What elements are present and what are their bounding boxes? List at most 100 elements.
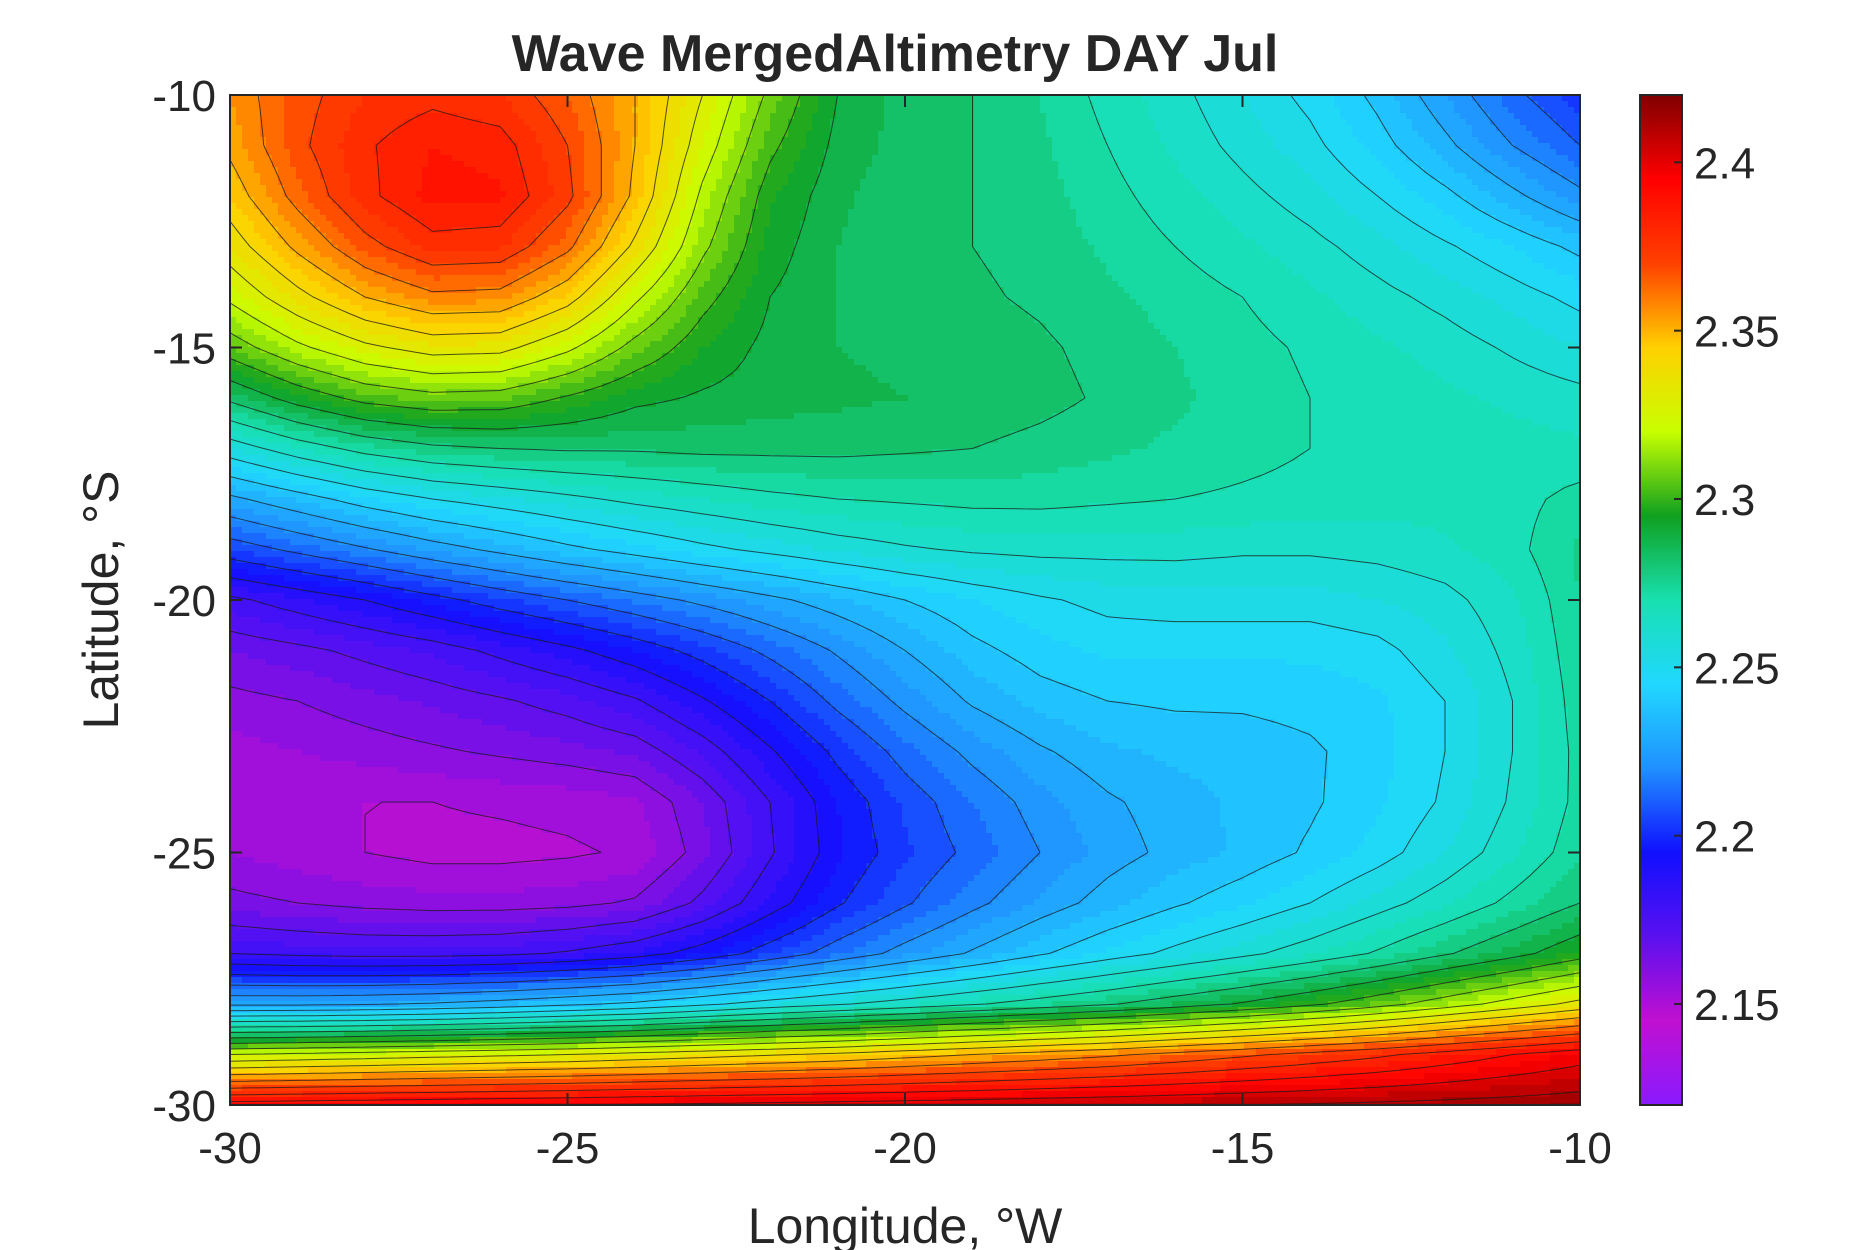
contour-cell <box>1166 107 1173 114</box>
contour-cell <box>1448 125 1455 132</box>
contour-cell <box>974 119 981 126</box>
contour-cell <box>1508 113 1515 120</box>
contour-cell <box>824 125 831 132</box>
contour-cell <box>1382 107 1389 114</box>
contour-cell <box>518 131 525 138</box>
contour-cell <box>914 113 921 120</box>
contour-cell <box>878 143 885 150</box>
contour-cell <box>596 137 603 144</box>
contour-cell <box>476 149 483 156</box>
contour-cell <box>350 125 357 132</box>
contour-cell <box>1232 101 1239 108</box>
contour-cell <box>920 101 927 108</box>
contour-cell <box>290 107 297 114</box>
contour-cell <box>998 131 1005 138</box>
contour-cell <box>926 137 933 144</box>
contour-cell <box>410 149 417 156</box>
contour-cell <box>344 101 351 108</box>
contour-cell <box>1238 131 1245 138</box>
contour-cell <box>380 101 387 108</box>
contour-cell <box>1280 137 1287 144</box>
contour-cell <box>836 143 843 150</box>
contour-cell <box>794 119 801 126</box>
contour-cell <box>860 131 867 138</box>
contour-cell <box>314 125 321 132</box>
contour-cell <box>458 143 465 150</box>
contour-cell <box>680 131 687 138</box>
contour-cell <box>914 137 921 144</box>
contour-cell <box>620 149 627 156</box>
contour-cell <box>1244 119 1251 126</box>
contour-cell <box>1262 131 1269 138</box>
contour-cell <box>902 143 909 150</box>
contour-cell <box>494 101 501 108</box>
contour-cell <box>1262 137 1269 144</box>
contour-cell <box>830 137 837 144</box>
contour-cell <box>440 101 447 108</box>
contour-cell <box>1412 125 1419 132</box>
contour-cell <box>1046 119 1053 126</box>
contour-cell <box>1406 137 1413 144</box>
contour-cell <box>500 137 507 144</box>
contour-cell <box>1292 125 1299 132</box>
contour-cell <box>494 137 501 144</box>
contour-cell <box>968 125 975 132</box>
contour-cell <box>1478 101 1485 108</box>
contour-cell <box>398 149 405 156</box>
contour-cell <box>986 125 993 132</box>
contour-cell <box>662 125 669 132</box>
contour-cell <box>698 131 705 138</box>
contour-cell <box>764 143 771 150</box>
contour-cell <box>254 125 261 132</box>
contour-cell <box>1334 131 1341 138</box>
contour-cell <box>818 119 825 126</box>
contour-cell <box>1424 137 1431 144</box>
contour-cell <box>1562 113 1569 120</box>
contour-cell <box>1340 143 1347 150</box>
contour-cell <box>422 143 429 150</box>
contour-cell <box>1160 125 1167 132</box>
contour-cell <box>302 101 309 108</box>
contour-cell <box>506 107 513 114</box>
contour-cell <box>1562 137 1569 144</box>
contour-cell <box>626 131 633 138</box>
contour-cell <box>248 137 255 144</box>
contour-cell <box>1064 101 1071 108</box>
contour-cell <box>674 143 681 150</box>
contour-cell <box>1106 101 1113 108</box>
contour-cell <box>1112 131 1119 138</box>
contour-cell <box>1136 107 1143 114</box>
contour-cell <box>1520 119 1527 126</box>
contour-cell <box>788 101 795 108</box>
contour-cell <box>638 125 645 132</box>
contour-cell <box>842 143 849 150</box>
contour-cell <box>368 131 375 138</box>
contour-cell <box>1496 143 1503 150</box>
contour-cell <box>1136 131 1143 138</box>
contour-cell <box>752 101 759 108</box>
contour-cell <box>536 107 543 114</box>
contour-cell <box>1370 119 1377 126</box>
contour-cell <box>272 137 279 144</box>
contour-cell <box>1376 125 1383 132</box>
contour-cell <box>800 137 807 144</box>
contour-cell <box>464 101 471 108</box>
contour-cell <box>464 125 471 132</box>
contour-cell <box>1052 137 1059 144</box>
contour-cell <box>1454 101 1461 108</box>
contour-cell <box>1082 137 1089 144</box>
contour-cell <box>602 101 609 108</box>
contour-cell <box>320 125 327 132</box>
contour-cell <box>506 149 513 156</box>
contour-cell <box>1286 137 1293 144</box>
contour-cell <box>974 131 981 138</box>
contour-cell <box>644 101 651 108</box>
contour-cell <box>1268 131 1275 138</box>
contour-cell <box>530 125 537 132</box>
contour-cell <box>866 125 873 132</box>
contour-cell <box>410 125 417 132</box>
contour-cell <box>800 131 807 138</box>
contour-cell <box>1082 107 1089 114</box>
contour-cell <box>644 125 651 132</box>
contour-cell <box>776 125 783 132</box>
